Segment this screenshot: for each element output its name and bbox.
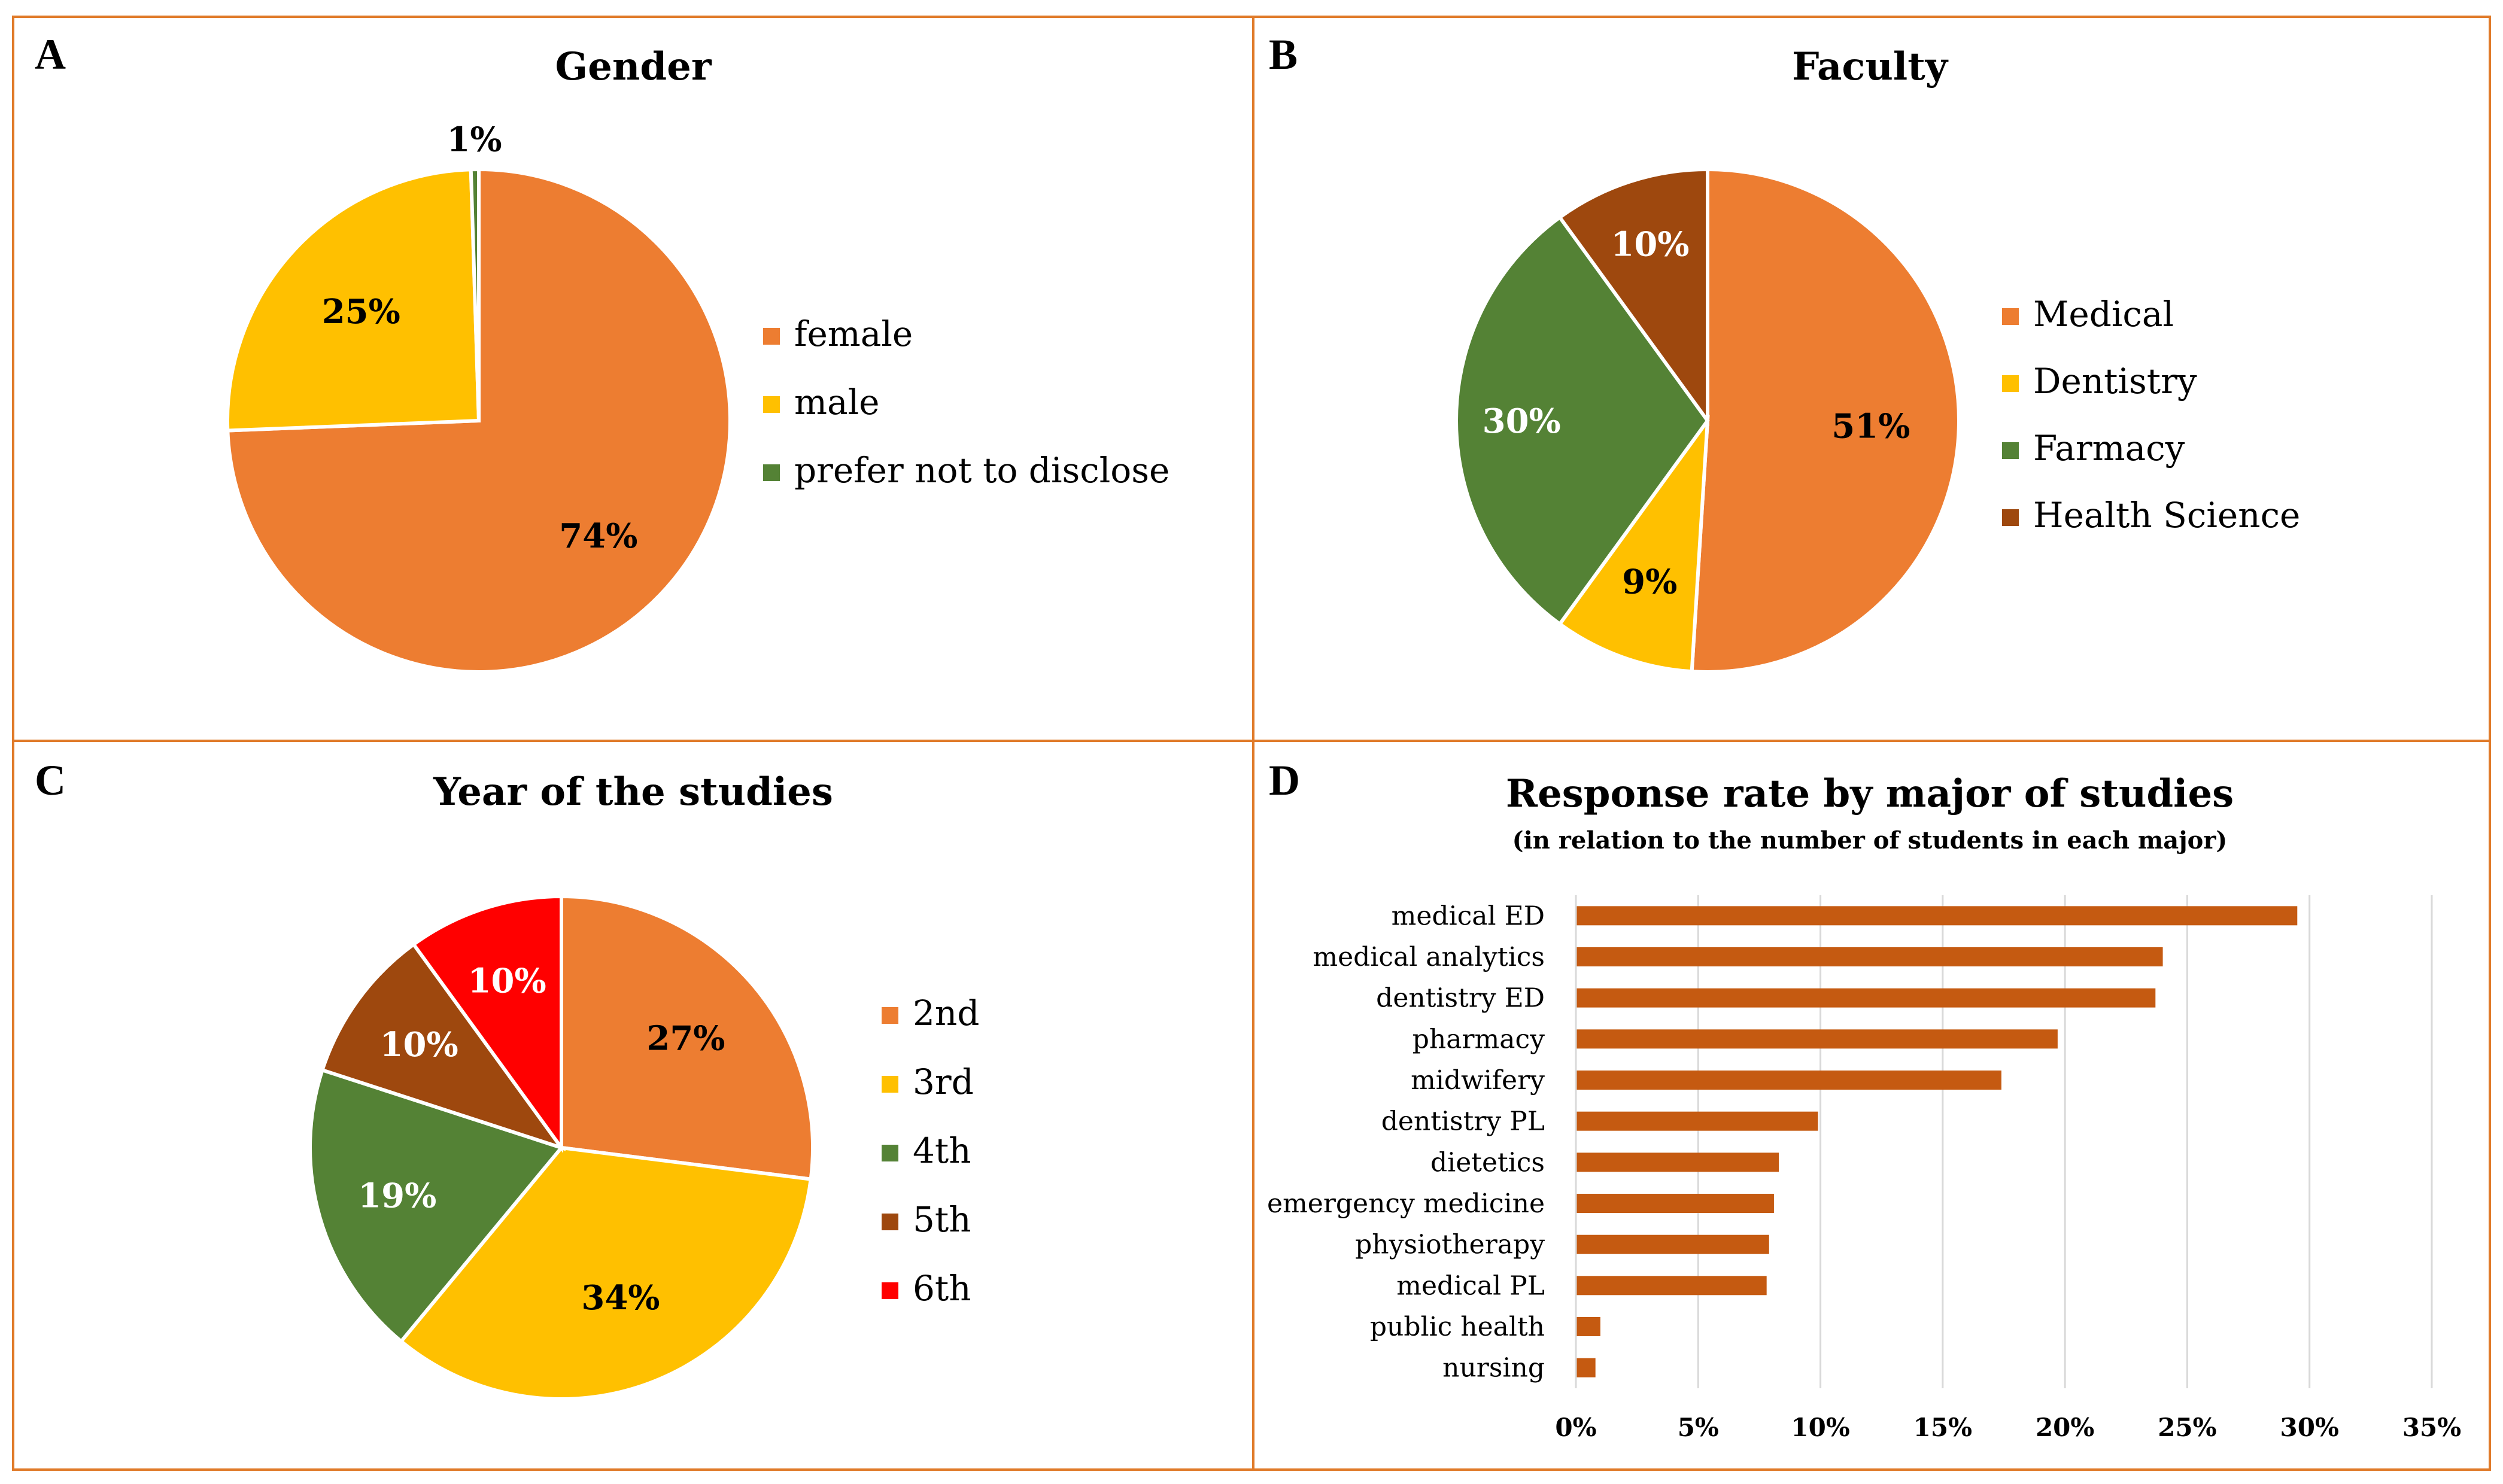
bar-medical-analytics — [1576, 947, 2163, 966]
faculty-legend-label-farmacy: Farmacy — [2033, 428, 2185, 469]
faculty-slice-label-dentistry: 9% — [1622, 562, 1677, 602]
year-legend-label-4th: 4th — [913, 1130, 971, 1171]
category-label-midwifery: midwifery — [1411, 1065, 1545, 1096]
gender-pie-chart: 74% female 25% male 1% prefer not to disclose — [226, 120, 1170, 674]
year-slice-2nd — [560, 894, 815, 1181]
bar-medical-ed — [1576, 906, 2298, 926]
year-legend-label-2nd: 2nd — [913, 993, 979, 1033]
year-legend-label-3rd: 3rd — [913, 1062, 974, 1102]
gender-slice-prefer-not-to-disclose — [469, 167, 481, 421]
faculty-pie-chart: 51% Medical 9% Dentistry 30% Farmacy 10% Health… — [1454, 167, 2300, 674]
gender-legend-swatch-prefer-not-to-disclose — [763, 464, 780, 481]
category-label-dentistry-pl: dentistry PL — [1381, 1106, 1545, 1137]
x-tick-label: 5% — [1678, 1413, 1719, 1442]
faculty-legend-swatch-farmacy — [2002, 442, 2019, 459]
category-label-nursing: nursing — [1442, 1353, 1545, 1383]
panel-d-letter: D — [1269, 756, 1300, 804]
year-slice-3rd — [399, 1145, 813, 1401]
chart-c-title: Year of the studies — [433, 770, 833, 814]
panel-c-letter: C — [35, 756, 66, 804]
gender-slice-male — [226, 168, 481, 433]
x-tick-label: 20% — [2036, 1413, 2094, 1442]
bar-dietetics — [1576, 1152, 1779, 1172]
x-tick-label: 35% — [2402, 1413, 2461, 1442]
faculty-legend-label-medical: Medical — [2033, 294, 2174, 334]
chart-a-title: Gender — [555, 44, 712, 89]
year-of-studies-pie-chart: 27% 2nd 34% 3rd 19% 4th 10% 5th 10% 6th — [308, 894, 979, 1401]
category-label-medical-analytics: medical analytics — [1313, 942, 1545, 972]
faculty-slice-label-health-science: 10% — [1611, 224, 1689, 264]
faculty-slice-label-medical: 51% — [1831, 407, 1910, 446]
panel-d-frame — [1252, 740, 2491, 1471]
year-legend-swatch-3rd — [882, 1076, 898, 1093]
gender-legend-label-male: male — [794, 382, 879, 422]
gender-slice-label-prefer-not-to-disclose: 1% — [446, 120, 502, 160]
bar-nursing — [1576, 1358, 1596, 1377]
faculty-slice-medical — [1690, 167, 1961, 674]
faculty-slice-health-science — [1557, 167, 1709, 427]
year-slice-6th — [411, 894, 563, 1154]
bar-dentistry-ed — [1576, 988, 2156, 1008]
category-label-physiotherapy: physiotherapy — [1355, 1230, 1545, 1260]
year-slice-4th — [308, 1068, 565, 1344]
faculty-slice-farmacy — [1454, 215, 1710, 627]
response-rate-bar-chart: 0% 5% 10% 15% 20% 25% 30% 35% medical ED medical … — [1267, 895, 2461, 1442]
year-legend-label-6th: 6th — [913, 1268, 971, 1309]
x-tick-label: 25% — [2158, 1413, 2216, 1442]
year-slice-label-6th: 10% — [468, 961, 546, 1001]
chart-b-title: Faculty — [1792, 44, 1949, 89]
bar-public-health — [1576, 1317, 1600, 1336]
chart-d-subtitle: (in relation to the number of students i… — [1512, 826, 2228, 854]
gender-legend-label-prefer-not-to-disclose: prefer not to disclose — [794, 450, 1170, 491]
category-label-emergency-medicine: emergency medicine — [1267, 1188, 1545, 1219]
year-legend-swatch-4th — [882, 1145, 898, 1161]
panel-b-letter: B — [1269, 31, 1298, 78]
year-legend-swatch-6th — [882, 1282, 898, 1299]
bar-emergency-medicine — [1576, 1194, 1774, 1213]
category-label-pharmacy: pharmacy — [1413, 1024, 1545, 1054]
category-label-dentistry-ed: dentistry ED — [1376, 983, 1545, 1014]
year-legend-swatch-2nd — [882, 1007, 898, 1024]
gender-legend-label-female: female — [794, 314, 913, 354]
bar-physiotherapy — [1576, 1234, 1769, 1254]
bar-pharmacy — [1576, 1029, 2058, 1049]
year-slice-label-2nd: 27% — [646, 1019, 725, 1059]
gender-slice-label-male: 25% — [322, 292, 400, 332]
faculty-legend-swatch-medical — [2002, 308, 2019, 325]
faculty-legend-label-health-science: Health Science — [2033, 495, 2300, 536]
year-slice-label-4th: 19% — [358, 1176, 436, 1216]
x-tick-label: 10% — [1791, 1413, 1849, 1442]
faculty-slice-label-farmacy: 30% — [1483, 402, 1561, 441]
x-tick-label: 30% — [2280, 1413, 2339, 1442]
faculty-legend-label-dentistry: Dentistry — [2033, 361, 2197, 402]
x-tick-label: 0% — [1555, 1413, 1596, 1442]
faculty-legend-swatch-dentistry — [2002, 375, 2019, 392]
gender-legend-swatch-female — [763, 328, 780, 345]
gender-slice-label-female: 74% — [559, 516, 637, 556]
bar-dentistry-pl — [1576, 1111, 1818, 1131]
year-slice-label-3rd: 34% — [581, 1278, 660, 1318]
gender-legend-swatch-male — [763, 396, 780, 413]
faculty-slice-dentistry — [1557, 414, 1710, 674]
bar-medical-pl — [1576, 1276, 1767, 1296]
year-legend-swatch-5th — [882, 1214, 898, 1230]
bar-midwifery — [1576, 1071, 2001, 1090]
year-slice-5th — [320, 942, 566, 1151]
category-label-medical-pl: medical PL — [1396, 1270, 1545, 1301]
category-label-public-health: public health — [1370, 1312, 1545, 1342]
panel-a-letter: A — [35, 31, 66, 78]
faculty-legend-swatch-health-science — [2002, 509, 2019, 526]
year-slice-label-5th: 10% — [380, 1025, 458, 1065]
x-tick-label: 15% — [1913, 1413, 1972, 1442]
category-label-dietetics: dietetics — [1430, 1147, 1545, 1178]
year-legend-label-5th: 5th — [913, 1199, 971, 1240]
category-label-medical-ed: medical ED — [1392, 901, 1545, 931]
chart-d-title: Response rate by major of studies — [1506, 771, 2234, 816]
